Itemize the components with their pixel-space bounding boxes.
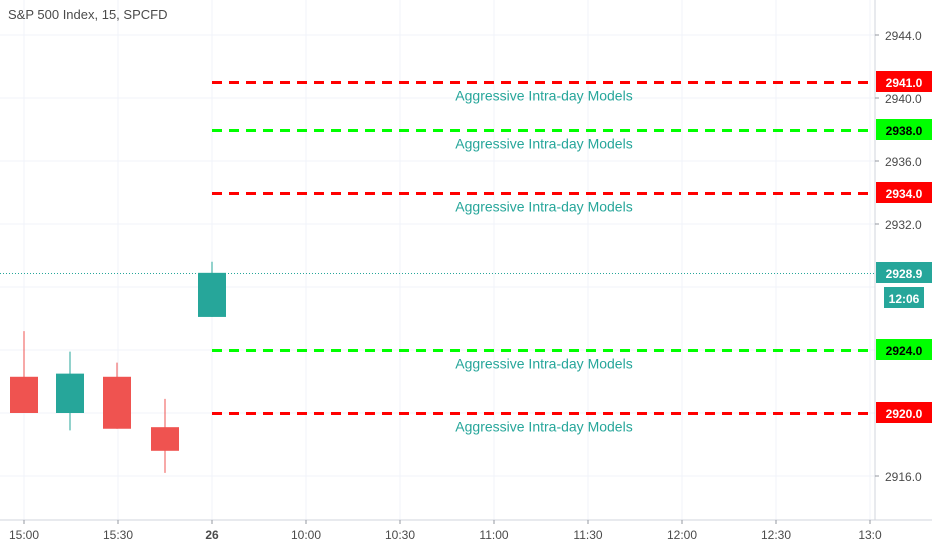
level-lines: Aggressive Intra-day Models Aggressive In… (0, 81, 875, 435)
candle-body (198, 272, 226, 317)
candle-body (10, 376, 38, 413)
candles (10, 261, 226, 473)
price-axis-label: 2936.0 (885, 155, 922, 169)
level-tag-0-bg (876, 71, 932, 92)
level-label-2: Aggressive Intra-day Models (455, 199, 632, 215)
price-axis-label: 2944.0 (885, 29, 922, 43)
time-axis[interactable]: 15:00 15:30 26 10:00 10:30 11:00 11:30 12:00 12:… (9, 520, 882, 542)
level-label-0: Aggressive Intra-day Models (455, 88, 632, 104)
level-tag-4-bg (876, 402, 932, 423)
level-tag-1: 2938.0 (886, 124, 923, 138)
price-axis-label: 2932.0 (885, 218, 922, 232)
level-tag-0: 2941.0 (886, 76, 923, 90)
level-tag-1-bg (876, 119, 932, 140)
level-label-3: Aggressive Intra-day Models (455, 356, 632, 372)
candle-body (103, 376, 131, 429)
candle-3 (151, 398, 179, 473)
candle-body (151, 427, 179, 451)
level-label-1: Aggressive Intra-day Models (455, 136, 632, 152)
level-tag-3-bg (876, 339, 932, 360)
last-price-tag: 2928.9 (886, 267, 923, 281)
level-tag-2: 2934.0 (886, 187, 923, 201)
candle-0 (10, 331, 38, 413)
time-axis-label: 15:30 (103, 528, 133, 542)
countdown-tag: 12:06 (889, 292, 920, 306)
time-axis-label: 15:00 (9, 528, 39, 542)
last-price-tag-bg (876, 262, 932, 283)
countdown-tag-bg (884, 287, 924, 308)
candle-4 (198, 261, 226, 317)
chart-title: S&P 500 Index, 15, SPCFD (8, 7, 167, 22)
time-axis-label: 12:30 (761, 528, 791, 542)
level-tag-3: 2924.0 (886, 344, 923, 358)
level-label-4: Aggressive Intra-day Models (455, 419, 632, 435)
time-axis-label: 11:30 (573, 528, 602, 542)
time-axis-label: 13:0 (858, 528, 882, 542)
price-axis-label: 2940.0 (885, 92, 922, 106)
time-axis-label: 12:00 (667, 528, 697, 542)
level-tag-4: 2920.0 (886, 407, 923, 421)
candle-2 (103, 362, 131, 429)
price-tags: 2941.0 2938.0 2934.0 2924.0 2920.0 2928.9 12:0… (876, 71, 932, 423)
grid (0, 0, 875, 520)
time-axis-label: 10:00 (291, 528, 321, 542)
candle-1 (56, 351, 84, 431)
candle-body (56, 373, 84, 413)
time-axis-label: 10:30 (385, 528, 415, 542)
time-axis-label: 11:00 (479, 528, 508, 542)
price-axis[interactable]: 2944.0 2940.0 2936.0 2932.0 2916.0 (875, 29, 922, 484)
level-tag-2-bg (876, 182, 932, 203)
time-axis-label: 26 (205, 528, 219, 542)
price-axis-label: 2916.0 (885, 470, 922, 484)
